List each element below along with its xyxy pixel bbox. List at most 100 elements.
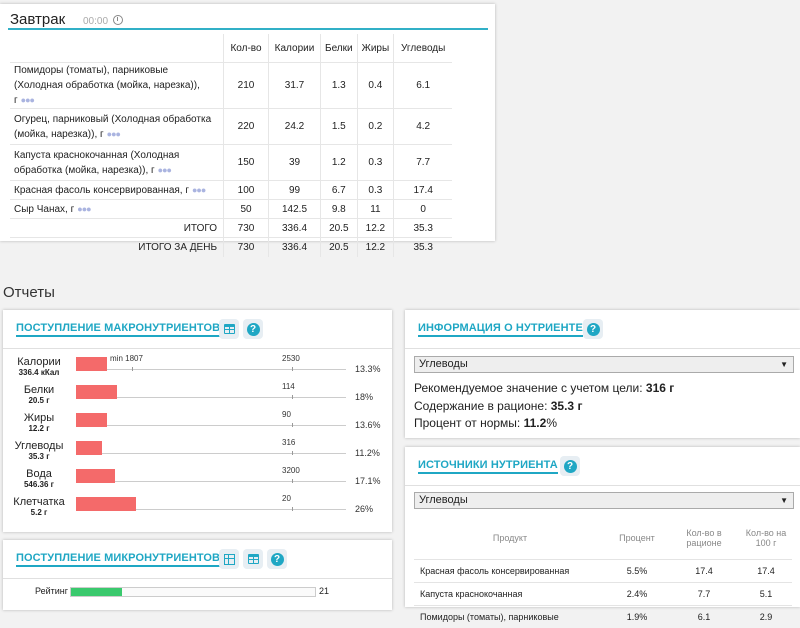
table-row[interactable]: Помидоры (томаты), парниковые (Холодная …	[10, 63, 452, 109]
fat-cell: 0.3	[357, 145, 394, 181]
table-row[interactable]: Огурец, парниковый (Холодная обработка (…	[10, 109, 452, 145]
percent-line: Процент от нормы: 11.2%	[414, 416, 557, 430]
macro-target-tick	[292, 479, 293, 483]
source-per100: 5.1	[740, 583, 792, 606]
macro-percent: 26%	[355, 504, 373, 514]
meal-header: Завтрак 00:00	[8, 10, 488, 30]
help-button[interactable]: ?	[267, 549, 287, 569]
macro-bar	[76, 497, 136, 511]
macro-name: Вода	[8, 468, 70, 480]
macro-target-tick	[292, 367, 293, 371]
product-name[interactable]: Помидоры (томаты), парниковые (Холодная …	[10, 63, 224, 109]
qty-cell[interactable]: 220	[224, 109, 269, 145]
macro-header: ПОСТУПЛЕНИЕ МАКРОНУТРИЕНТОВ ?	[3, 310, 392, 349]
fat-cell: 11	[357, 200, 394, 219]
macro-bar	[76, 357, 107, 371]
total-qty: 730	[224, 219, 269, 238]
calendar-icon	[248, 554, 259, 564]
macro-bar	[76, 469, 115, 483]
column-header-amount[interactable]: Кол-во в рационе	[668, 517, 740, 560]
product-name[interactable]: Красная фасоль консервированная, г●●●	[10, 181, 224, 200]
kcal-cell: 24.2	[269, 109, 321, 145]
fat-cell: 0.4	[357, 63, 394, 109]
macro-percent: 17.1%	[355, 476, 381, 486]
macro-min-tick	[132, 367, 133, 371]
macro-percent: 11.2%	[355, 448, 380, 458]
table-row[interactable]: Красная фасоль консервированная, г●●● 10…	[10, 181, 452, 200]
day-total-protein: 20.5	[321, 238, 358, 257]
carbs-cell: 7.7	[394, 145, 453, 181]
total-protein: 20.5	[321, 219, 358, 238]
macro-value: 546.36 г	[8, 480, 70, 490]
help-button[interactable]: ?	[560, 456, 580, 476]
dropdown-arrow-icon: ▼	[780, 493, 788, 508]
column-header-product[interactable]: Продукт	[414, 517, 606, 560]
day-total-carbs: 35.3	[394, 238, 453, 257]
fat-cell: 0.2	[357, 109, 394, 145]
total-carbs: 35.3	[394, 219, 453, 238]
help-button[interactable]: ?	[243, 319, 263, 339]
macro-target-tick	[292, 507, 293, 511]
recommended-line: Рекомендуемое значение с учетом цели: 31…	[414, 381, 674, 395]
kcal-cell: 142.5	[269, 200, 321, 219]
macro-target: 20	[282, 494, 291, 503]
sources-header: ИСТОЧНИКИ НУТРИЕНТА ?	[405, 447, 800, 486]
more-icon: ●●●	[77, 204, 90, 214]
carbs-cell: 4.2	[394, 109, 453, 145]
calendar-icon	[224, 324, 235, 334]
qty-cell[interactable]: 210	[224, 63, 269, 109]
help-button[interactable]: ?	[583, 319, 603, 339]
qty-cell[interactable]: 150	[224, 145, 269, 181]
rating-label: Рейтинг	[35, 586, 68, 596]
protein-cell: 1.2	[321, 145, 358, 181]
nutrient-select[interactable]: Углеводы ▼	[414, 356, 794, 373]
column-header-per100[interactable]: Кол-во на 100 г	[740, 517, 792, 560]
total-kcal: 336.4	[269, 219, 321, 238]
macro-bar	[76, 441, 102, 455]
qty-cell[interactable]: 100	[224, 181, 269, 200]
macro-value: 35.3 г	[8, 452, 70, 462]
help-icon: ?	[564, 460, 577, 473]
macro-percent: 18%	[355, 392, 373, 402]
day-total-row: ИТОГО ЗА ДЕНЬ 730 336.4 20.5 12.2 35.3	[10, 238, 452, 257]
macro-value: 336.4 кКал	[8, 368, 70, 378]
calendar-button[interactable]	[243, 549, 263, 569]
total-row: ИТОГО 730 336.4 20.5 12.2 35.3	[10, 219, 452, 238]
macro-name: Жиры	[8, 412, 70, 424]
micro-title: ПОСТУПЛЕНИЕ МИКРОНУТРИЕНТОВ	[16, 552, 220, 567]
sources-select[interactable]: Углеводы ▼	[414, 492, 794, 509]
table-row[interactable]: Капуста краснокочанная (Холодная обработ…	[10, 145, 452, 181]
qty-cell[interactable]: 50	[224, 200, 269, 219]
table-row[interactable]: Сыр Чанах, г●●● 50 142.5 9.8 11 0	[10, 200, 452, 219]
macro-name: Белки	[8, 384, 70, 396]
table-button[interactable]	[219, 549, 239, 569]
product-name[interactable]: Огурец, парниковый (Холодная обработка (…	[10, 109, 224, 145]
more-icon: ●●●	[107, 129, 120, 139]
macro-target-tick	[292, 451, 293, 455]
meal-time[interactable]: 00:00	[83, 15, 123, 27]
carbs-cell: 17.4	[394, 181, 453, 200]
source-per100: 2.9	[740, 606, 792, 628]
calendar-button[interactable]	[219, 319, 239, 339]
product-name[interactable]: Сыр Чанах, г●●●	[10, 200, 224, 219]
source-product: Помидоры (томаты), парниковые	[414, 606, 606, 628]
nutrient-select-value: Углеводы	[419, 357, 468, 372]
rating-value: 21	[319, 586, 329, 596]
macro-track	[76, 481, 346, 482]
total-fat: 12.2	[357, 219, 394, 238]
product-name[interactable]: Капуста краснокочанная (Холодная обработ…	[10, 145, 224, 181]
rating-fill	[71, 588, 122, 596]
column-header-percent[interactable]: Процент	[606, 517, 668, 560]
macro-title: ПОСТУПЛЕНИЕ МАКРОНУТРИЕНТОВ	[16, 322, 220, 337]
more-icon: ●●●	[158, 165, 171, 175]
macro-value: 5.2 г	[8, 508, 70, 518]
column-header-fat: Жиры	[357, 34, 394, 63]
